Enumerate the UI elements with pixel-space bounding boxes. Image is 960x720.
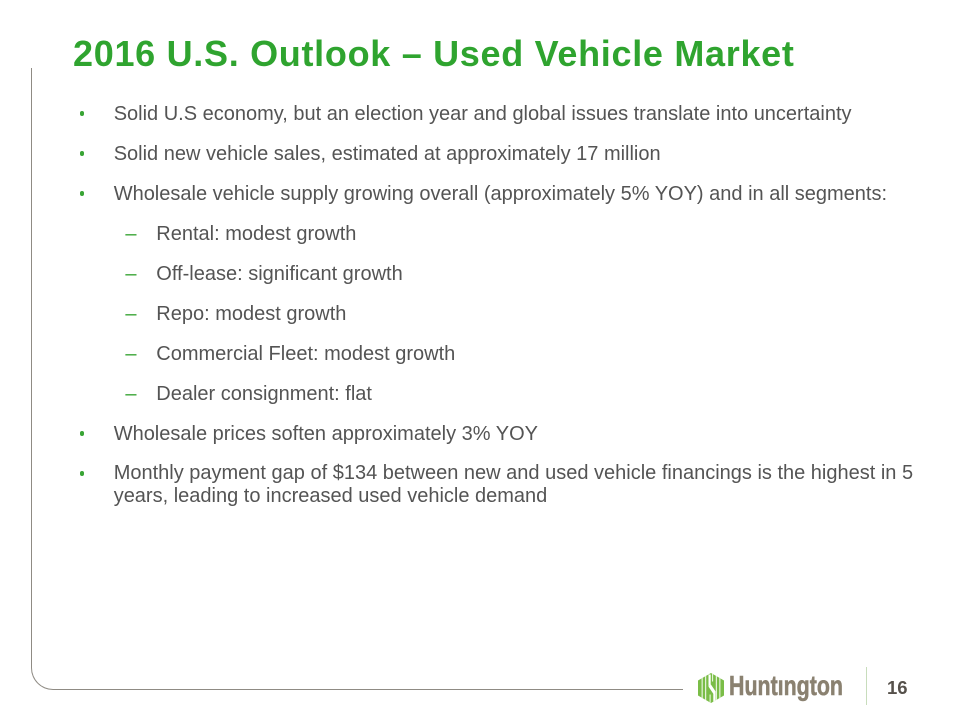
- svg-text:Huntıngton: Huntıngton: [729, 670, 843, 701]
